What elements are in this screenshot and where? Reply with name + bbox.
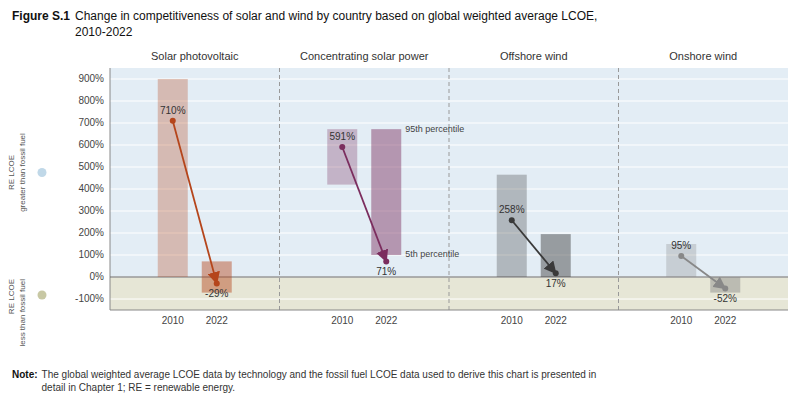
note-text: The global weighted average LCOE data by… [42, 369, 597, 380]
y-axis-line [110, 68, 111, 310]
subtitle: Change in competitiveness of solar and w… [75, 9, 597, 23]
x-axis-line [110, 310, 788, 311]
tick-label: 900% [78, 73, 104, 84]
divider [449, 68, 450, 310]
annotation: 95th percentile [405, 124, 464, 134]
range-bar [497, 175, 527, 277]
note-head: Note: [12, 369, 38, 380]
zone-label: RE LCOE [7, 279, 16, 314]
point [170, 118, 176, 124]
zone-label: less than fossil fuel [18, 279, 27, 347]
data-label: 591% [329, 131, 355, 142]
grid-line [110, 101, 788, 102]
data-label: -29% [205, 288, 228, 299]
change-arrow [342, 147, 386, 261]
note-text: detail in Chapter 1; RE = renewable ener… [42, 382, 236, 393]
annotation: 5th percentile [405, 249, 459, 259]
title-line: Figure S.1 Change in competitiveness of s… [12, 9, 597, 23]
tick-label: 300% [78, 205, 104, 216]
point [678, 253, 684, 259]
tick-label: 700% [78, 117, 104, 128]
title: Figure S.1 [12, 9, 70, 23]
point [383, 258, 389, 264]
change-arrow [173, 121, 217, 284]
change-arrow [512, 220, 556, 273]
x-tick-label: 2010 [501, 315, 524, 326]
change-arrow [681, 256, 725, 288]
divider [618, 68, 619, 310]
x-tick-label: 2010 [331, 315, 354, 326]
range-bar [541, 234, 571, 277]
point [553, 270, 559, 276]
category-header: Offshore wind [500, 50, 568, 62]
data-label: 95% [671, 240, 691, 251]
tick-label: 400% [78, 183, 104, 194]
x-tick-label: 2022 [545, 315, 568, 326]
tick-label: 200% [78, 227, 104, 238]
category-header: Concentrating solar power [300, 50, 429, 62]
tick-label: 100% [78, 249, 104, 260]
note-line: Note: The global weighted average LCOE da… [12, 369, 596, 380]
zone-dot [38, 291, 47, 300]
zone-label: greater than fossil fuel [18, 133, 27, 212]
data-label: 17% [546, 278, 566, 289]
tick-label: 0% [90, 271, 105, 282]
tick-label: 800% [78, 95, 104, 106]
x-tick-label: 2022 [206, 315, 229, 326]
tick-label: 600% [78, 139, 104, 150]
subtitle: 2010-2022 [75, 25, 133, 39]
zone-label: RE LCOE [7, 155, 16, 190]
plot-marks [158, 79, 741, 293]
point [339, 144, 345, 150]
divider [279, 68, 280, 310]
range-bar [710, 277, 740, 293]
point [214, 280, 220, 286]
x-tick-label: 2022 [714, 315, 737, 326]
chart: -100% 0% 100% 200% 300% 400% 500% 600% 700% 800% 9… [0, 0, 800, 400]
data-label: 71% [376, 266, 396, 277]
range-bar [158, 79, 188, 277]
tick-label: 500% [78, 161, 104, 172]
tick-label: -100% [75, 293, 104, 304]
x-tick-label: 2022 [375, 315, 398, 326]
data-label: 258% [499, 204, 525, 215]
zone-dot [38, 168, 47, 177]
data-label: 710% [160, 105, 186, 116]
point [509, 217, 515, 223]
point [722, 285, 728, 291]
x-tick-label: 2010 [162, 315, 185, 326]
category-header: Solar photovoltaic [151, 50, 239, 62]
category-header: Onshore wind [669, 50, 737, 62]
x-tick-label: 2010 [670, 315, 693, 326]
data-label: -52% [714, 293, 737, 304]
